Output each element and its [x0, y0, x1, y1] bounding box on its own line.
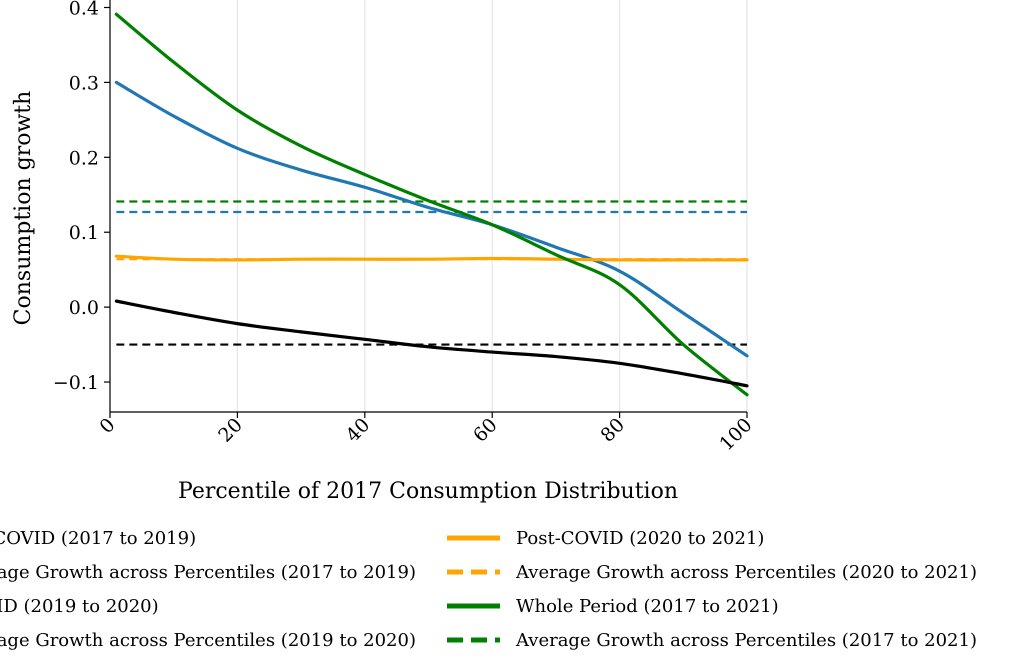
legend: Pre-COVID (2017 to 2019) Average Growth a…	[0, 528, 977, 651]
legend-left-label-1: Average Growth across Percentiles (2017 …	[0, 562, 416, 583]
series-line-post-covid-2020-to-2021	[114, 254, 749, 262]
series-lines	[114, 12, 749, 397]
series-line-whole-period-2017-to-2021	[114, 12, 749, 397]
x-tick-label: 60	[469, 414, 502, 447]
x-axis-label: Percentile of 2017 Consumption Distribut…	[178, 479, 678, 504]
x-tick-label: 40	[342, 414, 375, 447]
axes	[104, 0, 748, 418]
y-tick-label: 0.1	[69, 222, 99, 244]
tick-labels: −0.1 0.0 0.1 0.2 0.3 0.4 0 20 40 60 80 100	[53, 0, 757, 455]
y-tick-label: 0.4	[69, 0, 99, 19]
x-tick-label: 100	[715, 414, 756, 455]
legend-right-label-0: Post-COVID (2020 to 2021)	[516, 528, 764, 549]
legend-right-label-3: Average Growth across Percentiles (2017 …	[515, 630, 977, 651]
y-tick-label: 0.0	[69, 297, 99, 319]
legend-left-label-2: COVID (2019 to 2020)	[0, 596, 159, 617]
series-line-covid-2019-to-2020	[114, 299, 749, 388]
x-tick-label: 80	[596, 414, 629, 447]
y-tick-label: 0.3	[69, 72, 99, 94]
y-tick-label: −0.1	[53, 372, 99, 394]
legend-right-label-2: Whole Period (2017 to 2021)	[516, 596, 779, 617]
x-tick-label: 0	[95, 414, 119, 438]
y-axis-label: Consumption growth	[11, 91, 36, 326]
x-tick-label: 20	[214, 414, 247, 447]
legend-left-label-0: Pre-COVID (2017 to 2019)	[0, 528, 196, 549]
legend-right-label-1: Average Growth across Percentiles (2020 …	[515, 562, 977, 583]
series-line-pre-covid-2017-to-2019	[114, 80, 749, 358]
y-tick-label: 0.2	[69, 147, 99, 169]
legend-left-label-3: Average Growth across Percentiles (2019 …	[0, 630, 416, 651]
